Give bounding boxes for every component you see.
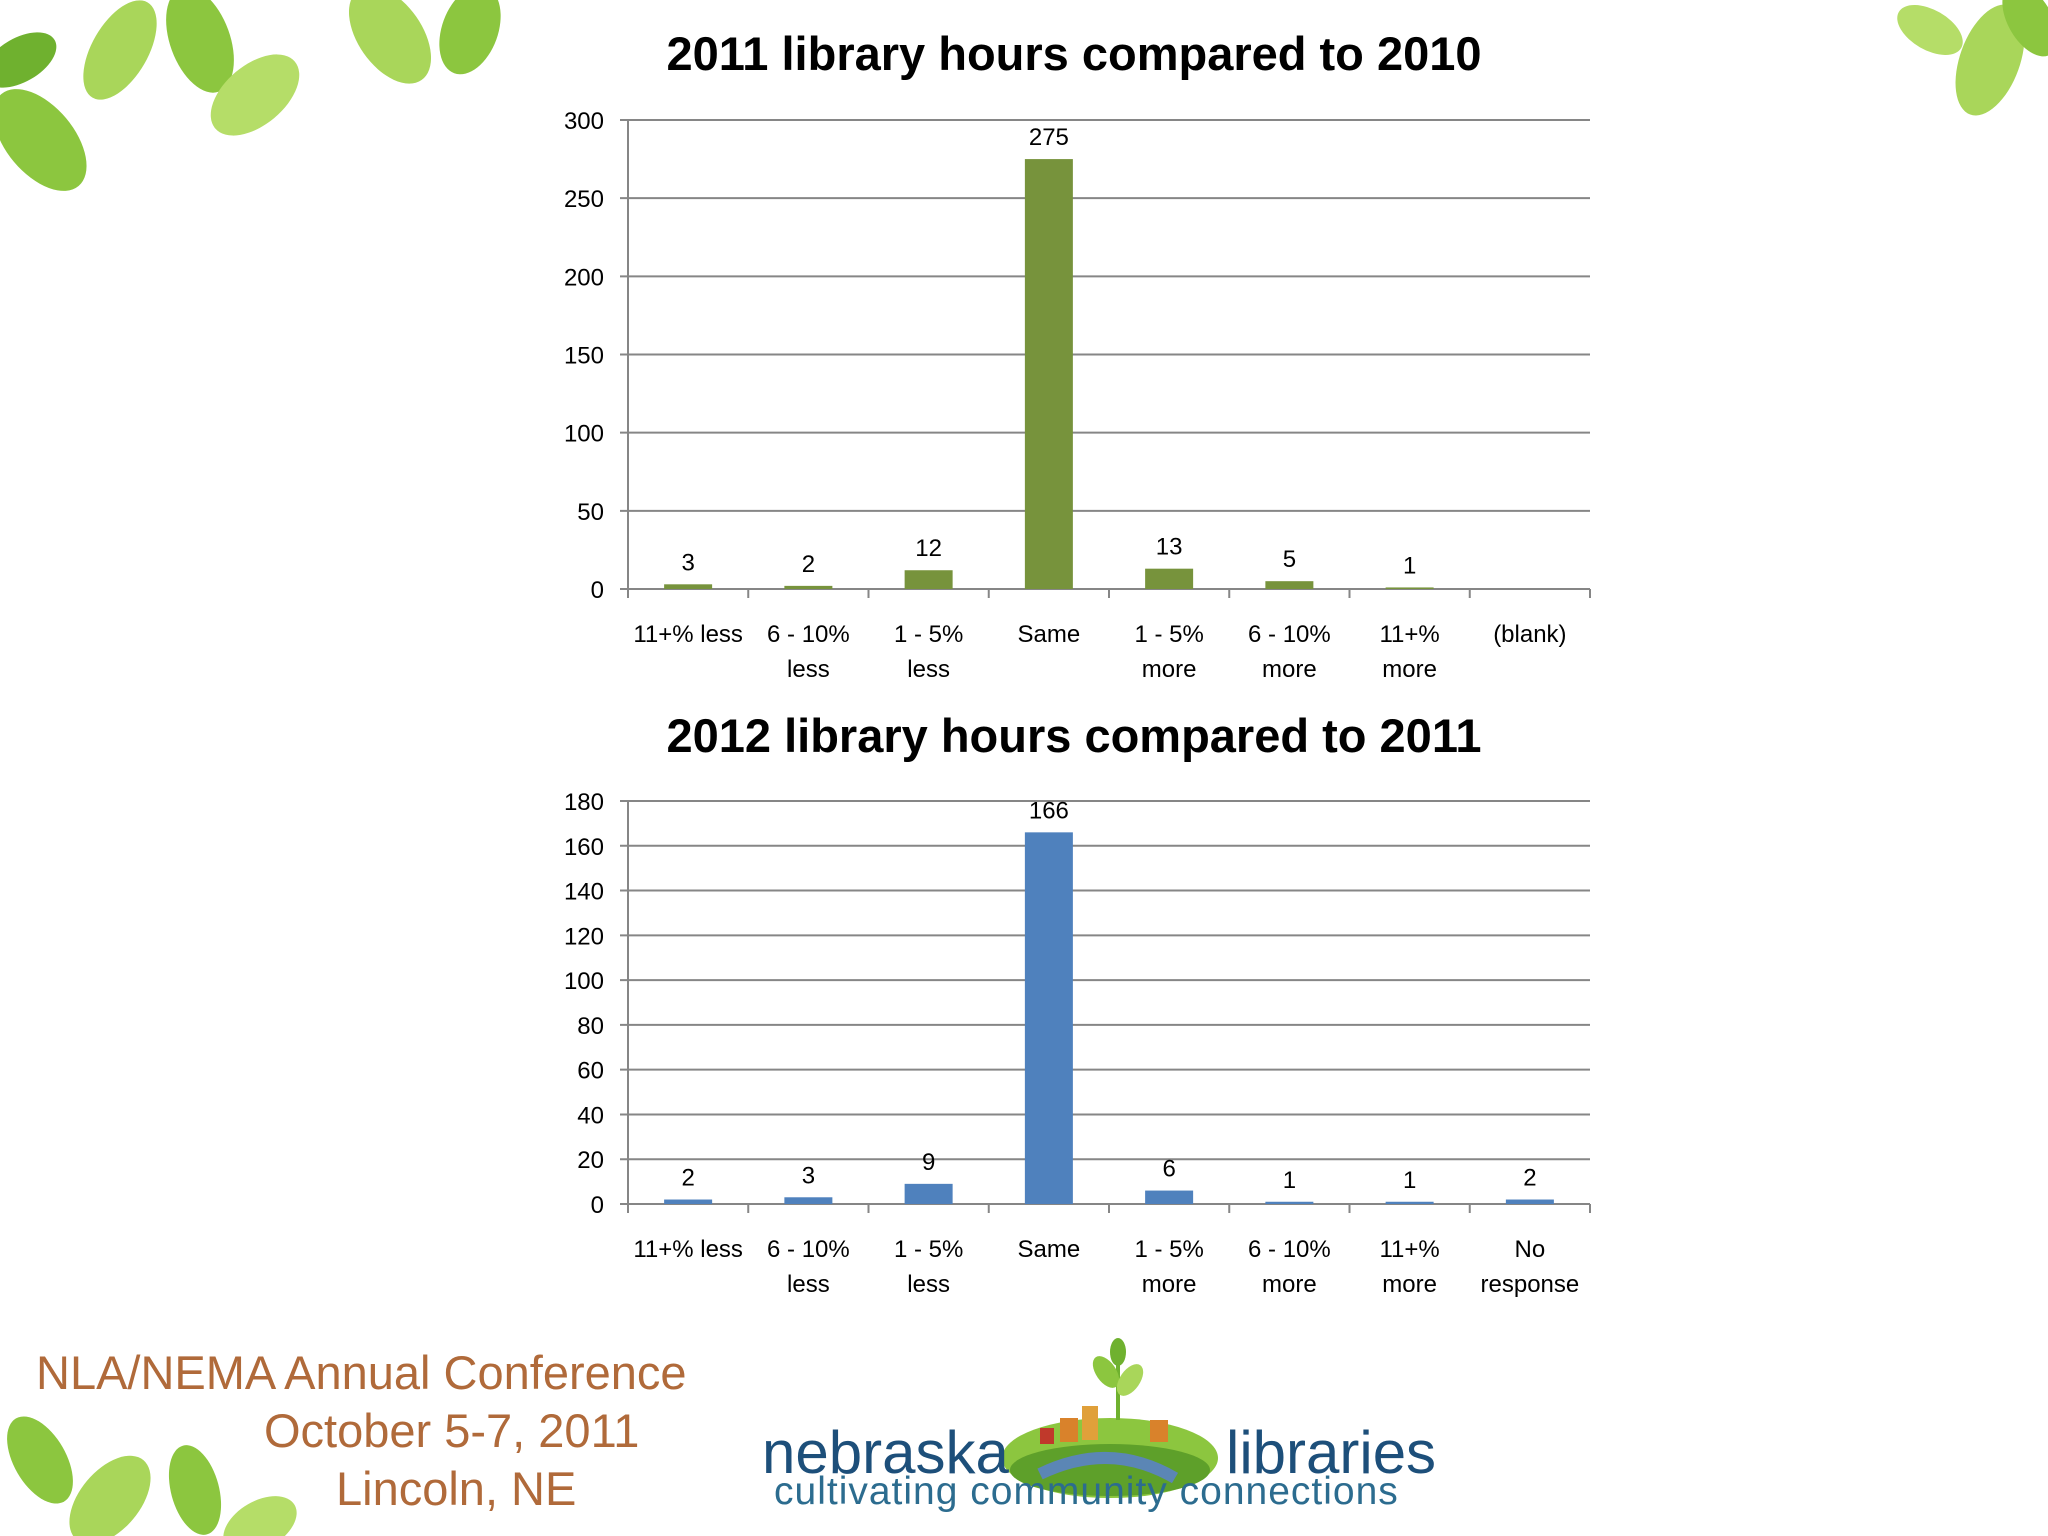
y-tick-label: 50 [577, 499, 604, 526]
data-label: 3 [802, 1162, 815, 1189]
x-tick-label: 11+% [1379, 621, 1439, 648]
x-tick-label: more [1262, 656, 1317, 683]
y-tick-label: 100 [564, 968, 604, 995]
y-tick-label: 300 [564, 108, 604, 135]
x-tick-label: 6 - 10% [767, 621, 850, 648]
data-label: 13 [1156, 534, 1183, 561]
bar-1 [784, 585, 833, 589]
leaf-cluster-bottom-left [7, 1416, 297, 1536]
x-tick-label: response [1481, 1271, 1580, 1298]
conference-name: NLA/NEMA Annual Conference [36, 1346, 687, 1399]
bar-6 [1385, 1201, 1434, 1204]
y-tick-label: 0 [591, 577, 604, 604]
conference-dates: October 5-7, 2011 [264, 1404, 640, 1457]
x-tick-label: more [1382, 1271, 1437, 1298]
data-label: 1 [1283, 1167, 1296, 1194]
x-tick-label: 6 - 10% [767, 1236, 850, 1263]
chart-title-2011: 2011 library hours compared to 2010 [666, 27, 1482, 80]
bar-7 [1505, 1199, 1554, 1204]
x-tick-label: 1 - 5% [1134, 621, 1203, 648]
x-tick-label: less [787, 656, 830, 683]
bar-1 [784, 1197, 833, 1204]
bar-6 [1385, 587, 1434, 589]
data-label: 6 [1162, 1156, 1175, 1183]
x-tick-label: Same [1018, 1236, 1081, 1263]
bar-0 [664, 1199, 713, 1204]
conference-location: Lincoln, NE [336, 1462, 577, 1515]
x-tick-label: 1 - 5% [894, 621, 963, 648]
data-label: 275 [1029, 124, 1069, 151]
bar-chart-2011: 0 50 100 150 200 250 300 3 11+% less 2 6 - 10% less… [564, 108, 1591, 683]
data-label: 2 [802, 551, 815, 578]
data-label: 5 [1283, 546, 1296, 573]
x-tick-label: 1 - 5% [894, 1236, 963, 1263]
y-tick-label: 180 [564, 789, 604, 816]
data-label: 3 [681, 549, 694, 576]
data-label: 2 [1523, 1165, 1536, 1192]
chart-title-2012: 2012 library hours compared to 2011 [666, 709, 1482, 762]
x-tick-label: more [1382, 656, 1437, 683]
y-tick-label: 40 [577, 1102, 604, 1129]
logo-word-libraries: libraries [1226, 1419, 1437, 1486]
x-tick-label: 1 - 5% [1134, 1236, 1203, 1263]
bar-5 [1265, 1201, 1314, 1204]
y-tick-label: 140 [564, 879, 604, 906]
x-tick-label: less [907, 1271, 950, 1298]
bar-2 [904, 570, 953, 589]
x-tick-label: 6 - 10% [1248, 1236, 1331, 1263]
data-label: 2 [681, 1165, 694, 1192]
bar-chart-2012: 0 20 40 60 80 100 120 140 160 180 2 11+% less 3 6 - 1… [564, 789, 1591, 1298]
bar-2 [904, 1183, 953, 1204]
bar-5 [1265, 581, 1314, 589]
leaf-cluster-top-right [1897, 0, 2048, 116]
x-tick-label: (blank) [1493, 621, 1566, 648]
x-tick-label: more [1142, 656, 1197, 683]
x-tick-label: 11+% less [633, 1236, 743, 1263]
data-label: 166 [1029, 797, 1069, 824]
bar-3 [1024, 159, 1073, 590]
x-tick-label: 6 - 10% [1248, 621, 1331, 648]
x-tick-label: more [1142, 1271, 1197, 1298]
logo-tagline: cultivating community connections [774, 1470, 1399, 1513]
x-tick-label: 11+% [1379, 1236, 1439, 1263]
bar-4 [1145, 1190, 1194, 1204]
data-label: 9 [922, 1149, 935, 1176]
y-tick-label: 20 [577, 1147, 604, 1174]
y-tick-label: 120 [564, 923, 604, 950]
data-label: 1 [1403, 552, 1416, 579]
x-tick-label: 11+% less [633, 621, 743, 648]
y-tick-label: 80 [577, 1013, 604, 1040]
bar-4 [1145, 568, 1194, 589]
y-tick-label: 100 [564, 421, 604, 448]
x-tick-label: less [907, 656, 950, 683]
x-tick-label: No [1515, 1236, 1546, 1263]
x-tick-label: less [787, 1271, 830, 1298]
data-label: 1 [1403, 1167, 1416, 1194]
x-tick-label: Same [1018, 621, 1081, 648]
y-tick-label: 160 [564, 834, 604, 861]
y-tick-label: 60 [577, 1058, 604, 1085]
y-tick-label: 250 [564, 186, 604, 213]
logo-word-nebraska: nebraska [762, 1419, 1009, 1486]
y-tick-label: 0 [591, 1192, 604, 1219]
data-label: 12 [915, 535, 942, 562]
bar-3 [1024, 832, 1073, 1204]
logo-emblem [1002, 1338, 1218, 1498]
y-tick-label: 200 [564, 264, 604, 291]
y-tick-label: 150 [564, 343, 604, 370]
x-tick-label: more [1262, 1271, 1317, 1298]
leaf-cluster-top-left [0, 0, 501, 191]
bar-0 [664, 584, 713, 589]
